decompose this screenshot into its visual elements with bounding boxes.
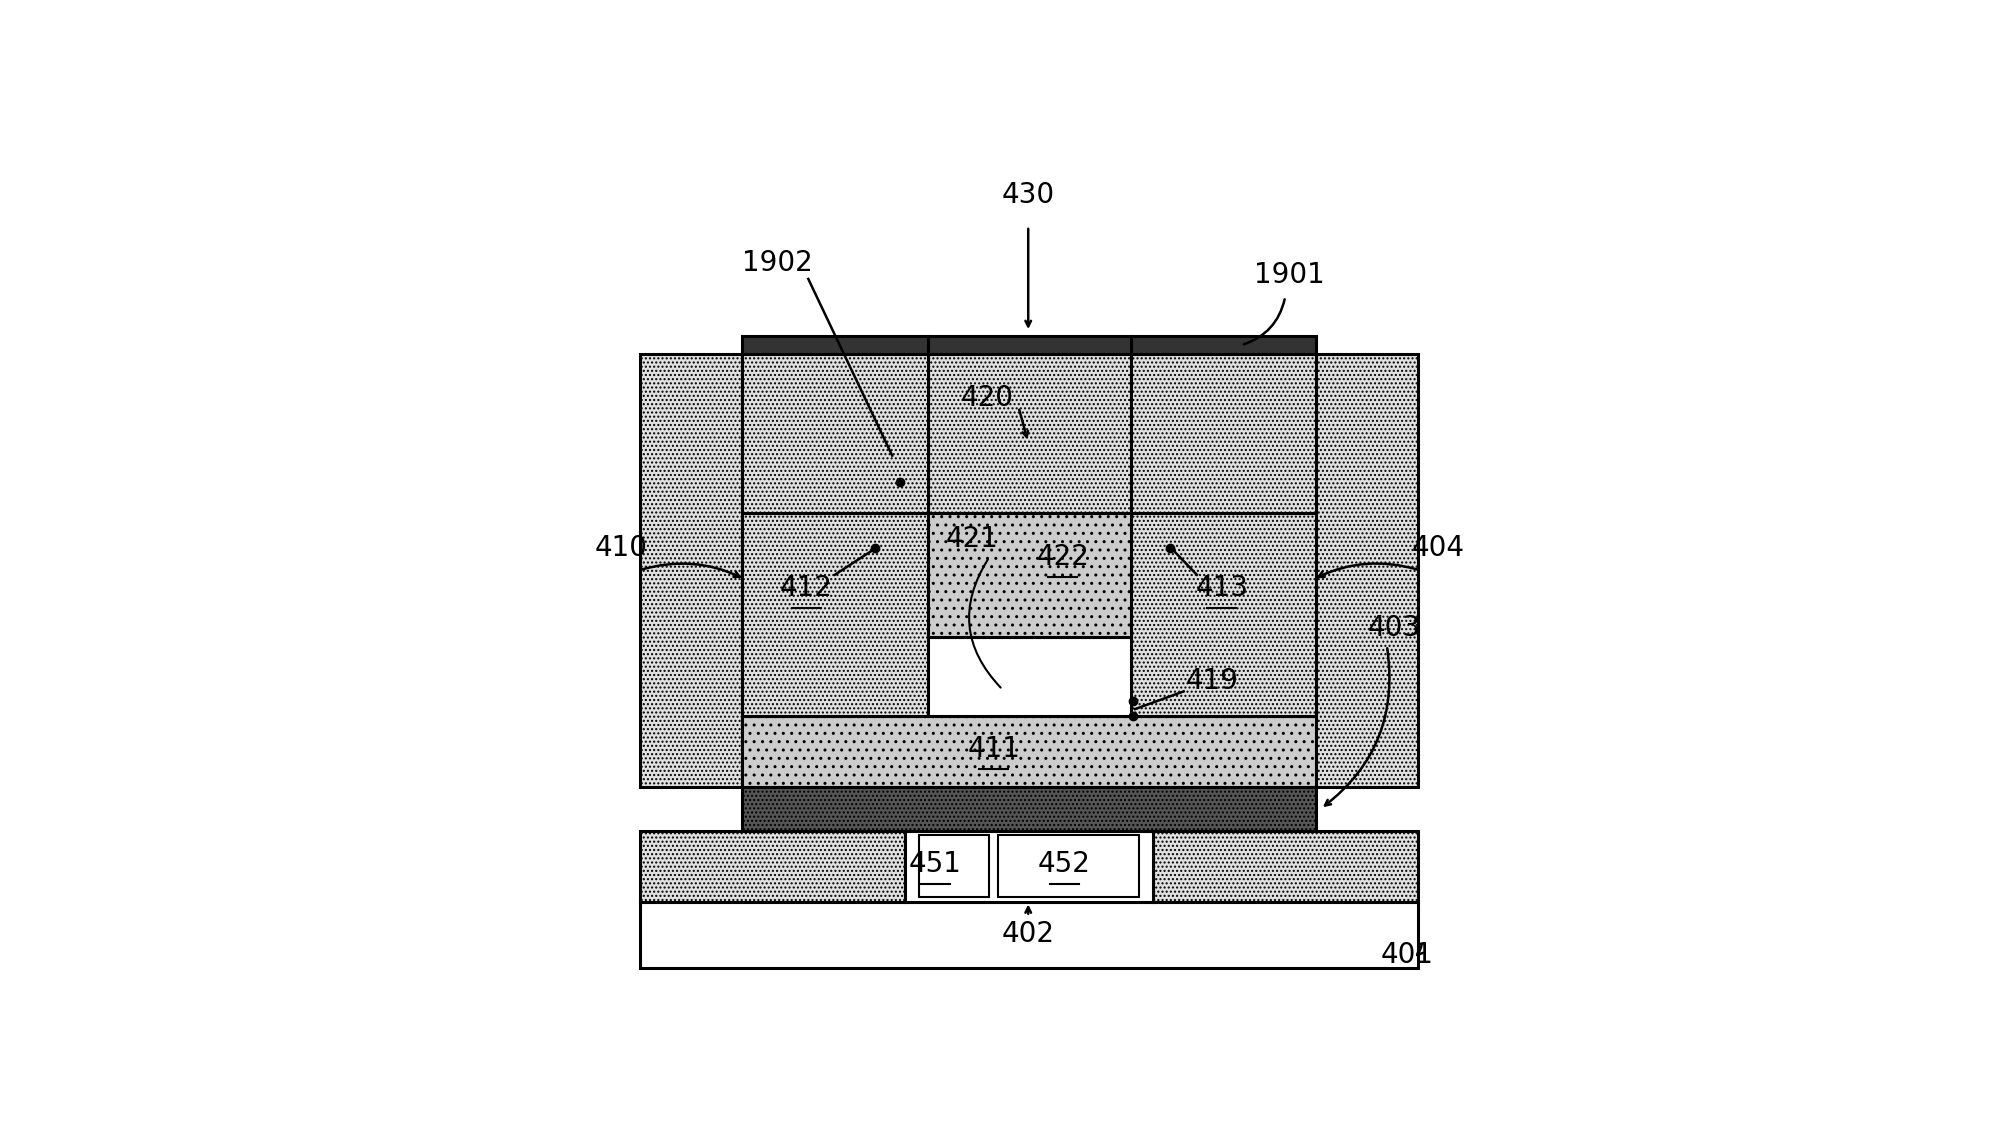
- Text: 1901: 1901: [1254, 260, 1325, 289]
- Text: 422: 422: [1036, 544, 1088, 571]
- Bar: [927, 513, 1130, 637]
- Text: 421: 421: [945, 525, 997, 554]
- Bar: [743, 787, 1315, 830]
- Text: 403: 403: [1367, 614, 1419, 642]
- Bar: [743, 336, 927, 354]
- Bar: [1315, 354, 1417, 787]
- Bar: [640, 354, 743, 787]
- Text: 420: 420: [959, 384, 1014, 412]
- Bar: [640, 902, 1417, 968]
- Bar: [905, 830, 1152, 902]
- Bar: [927, 336, 1130, 354]
- Bar: [743, 513, 927, 716]
- Bar: [919, 835, 989, 897]
- Bar: [1130, 513, 1315, 716]
- Text: 430: 430: [1001, 181, 1054, 209]
- Text: 404: 404: [1411, 535, 1463, 562]
- Text: 411: 411: [967, 735, 1020, 763]
- Text: 401: 401: [1381, 941, 1433, 968]
- Bar: [743, 716, 1315, 787]
- Bar: [743, 354, 927, 513]
- Text: 419: 419: [1184, 666, 1238, 695]
- Bar: [1130, 354, 1315, 513]
- Bar: [927, 637, 1130, 716]
- Bar: [1130, 336, 1315, 354]
- Text: 413: 413: [1194, 574, 1248, 602]
- Text: 412: 412: [779, 574, 833, 602]
- Text: 451: 451: [909, 850, 961, 877]
- Text: 402: 402: [1001, 920, 1054, 949]
- Bar: [1152, 830, 1417, 902]
- Bar: [640, 830, 905, 902]
- Bar: [927, 354, 1130, 513]
- Text: 1902: 1902: [743, 249, 813, 278]
- Bar: [997, 835, 1138, 897]
- Text: 452: 452: [1038, 850, 1090, 877]
- Text: 410: 410: [594, 535, 646, 562]
